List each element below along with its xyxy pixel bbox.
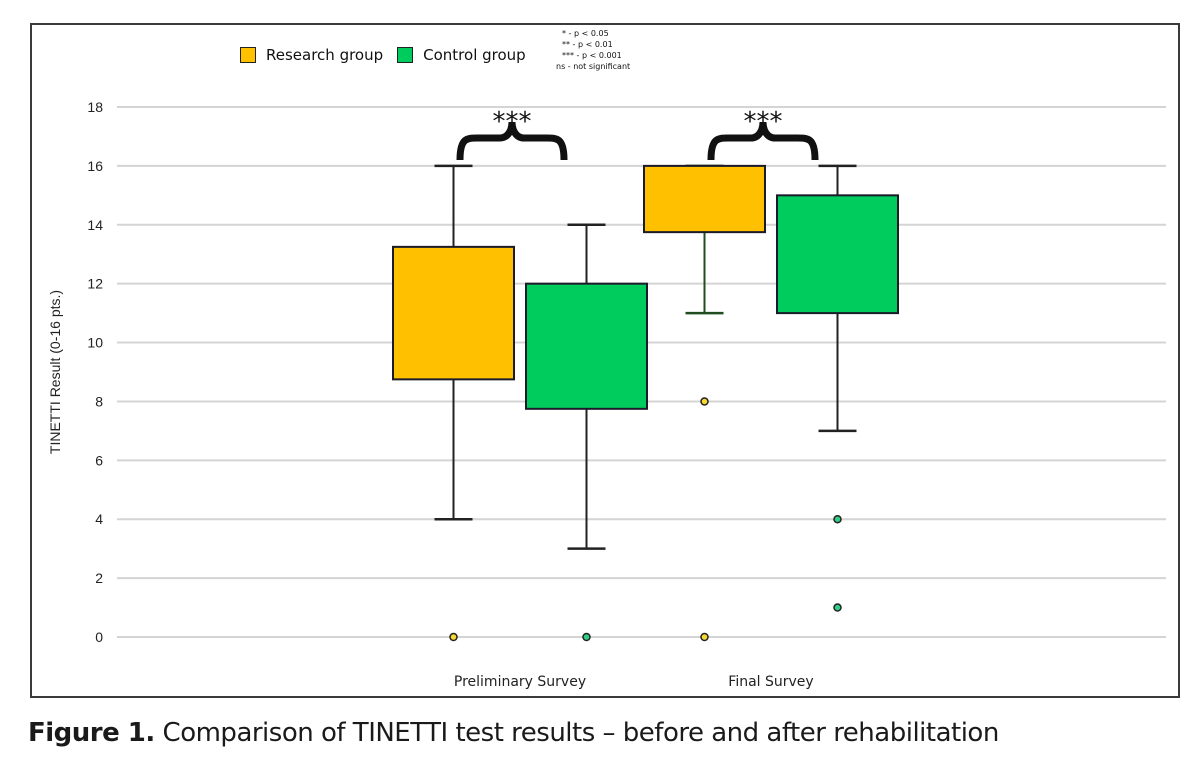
legend: Research group Control group bbox=[240, 46, 540, 64]
y-tick-label: 2 bbox=[95, 570, 103, 586]
sig-note-4: ns - not significant bbox=[556, 62, 631, 71]
outlier-point bbox=[700, 397, 709, 406]
significance-brace bbox=[456, 121, 568, 161]
y-tick-label: 18 bbox=[87, 99, 103, 115]
x-tick-label: Preliminary Survey bbox=[454, 674, 586, 690]
chart-frame bbox=[30, 23, 1180, 698]
sig-note-3: *** - p < 0.001 bbox=[562, 51, 622, 60]
outlier-point bbox=[833, 603, 842, 612]
box-control bbox=[776, 194, 899, 315]
legend-swatch-research bbox=[240, 47, 256, 63]
caption-text: Comparison of TINETTI test results – bef… bbox=[154, 718, 1000, 748]
y-tick-label: 14 bbox=[87, 217, 103, 233]
figure-caption: Figure 1. Comparison of TINETTI test res… bbox=[28, 718, 999, 748]
y-tick-label: 0 bbox=[95, 629, 103, 645]
outlier-point bbox=[700, 632, 709, 642]
y-tick-label: 4 bbox=[95, 511, 103, 527]
significance-label: *** bbox=[493, 107, 532, 137]
y-tick-label: 6 bbox=[95, 452, 103, 468]
significance-brace bbox=[707, 121, 819, 161]
legend-label-research: Research group bbox=[266, 46, 384, 64]
y-tick-label: 16 bbox=[87, 158, 103, 174]
outlier-point bbox=[449, 632, 458, 642]
box-control bbox=[525, 282, 648, 410]
legend-swatch-control bbox=[397, 47, 414, 63]
significance-label: *** bbox=[744, 107, 783, 137]
caption-label: Figure 1. bbox=[28, 718, 155, 748]
legend-label-control: Control group bbox=[423, 46, 526, 64]
sig-note-1: * - p < 0.05 bbox=[562, 29, 609, 38]
y-tick-label: 8 bbox=[95, 393, 103, 409]
y-tick-label: 10 bbox=[87, 335, 103, 351]
sig-note-2: ** - p < 0.01 bbox=[562, 40, 613, 49]
x-tick-label: Final Survey bbox=[728, 674, 813, 690]
box-research bbox=[643, 164, 766, 234]
y-tick-label: 12 bbox=[87, 276, 103, 292]
box-research bbox=[392, 245, 515, 381]
outlier-point bbox=[833, 514, 842, 524]
significance-legend: * - p < 0.05 ** - p < 0.01 *** - p < 0.0… bbox=[556, 28, 630, 72]
outlier-point bbox=[582, 632, 591, 642]
